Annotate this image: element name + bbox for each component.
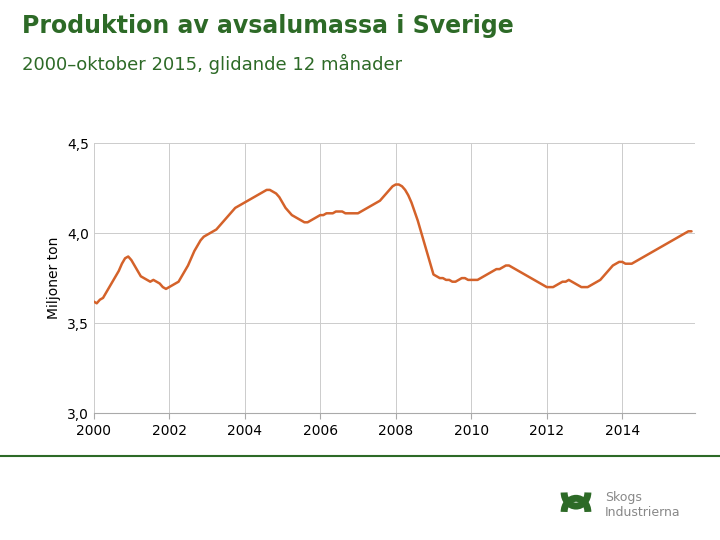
Y-axis label: Miljoner ton: Miljoner ton bbox=[48, 237, 61, 319]
Text: 2000–oktober 2015, glidande 12 månader: 2000–oktober 2015, glidande 12 månader bbox=[22, 54, 402, 74]
Text: Produktion av avsalumassa i Sverige: Produktion av avsalumassa i Sverige bbox=[22, 14, 513, 37]
Text: Skogs
Industrierna: Skogs Industrierna bbox=[605, 491, 680, 519]
